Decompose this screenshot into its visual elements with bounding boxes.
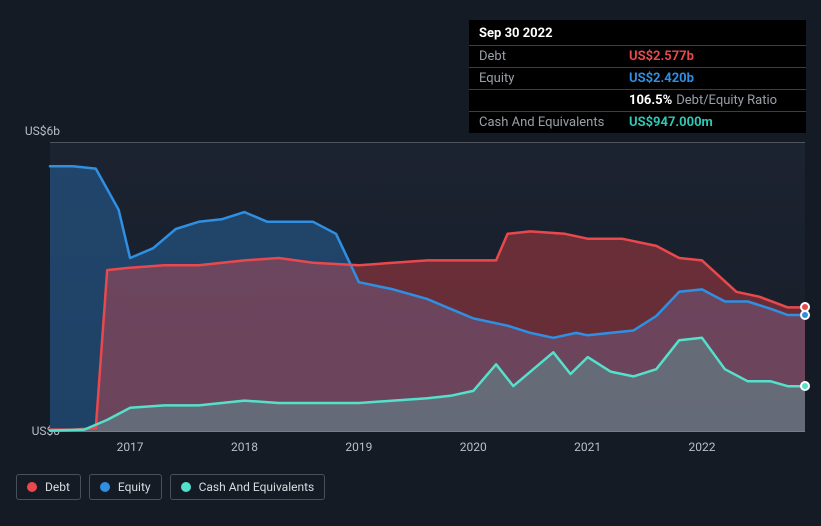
xaxis-label: 2018: [231, 440, 258, 454]
xaxis-label: 2021: [574, 440, 601, 454]
tooltip-row-equity: Equity US$2.420b: [469, 68, 806, 90]
legend-swatch-cash: [181, 482, 191, 492]
tooltip-debt-label: Debt: [479, 50, 629, 63]
legend-item-equity[interactable]: Equity: [89, 474, 162, 500]
xaxis-label: 2020: [460, 440, 487, 454]
tooltip-ratio-value: 106.5% Debt/Equity Ratio: [629, 94, 777, 107]
chart-svg: [50, 142, 805, 432]
xaxis-label: 2019: [345, 440, 372, 454]
chart-plot-area[interactable]: [50, 142, 805, 432]
legend: Debt Equity Cash And Equivalents: [16, 474, 325, 500]
yaxis-max-label: US$6b: [25, 124, 60, 138]
legend-label-debt: Debt: [45, 480, 70, 494]
tooltip-equity-value: US$2.420b: [629, 72, 694, 85]
chart: US$6b US$0 201720182019202020212022 Debt…: [16, 124, 805, 506]
legend-item-debt[interactable]: Debt: [16, 474, 81, 500]
xaxis-label: 2017: [117, 440, 144, 454]
xaxis: 2017 2018 2019 2020 2021 2022: [50, 440, 805, 460]
tooltip-row-ratio: 106.5% Debt/Equity Ratio: [469, 90, 806, 112]
legend-swatch-debt: [27, 482, 37, 492]
tooltip-equity-label: Equity: [479, 72, 629, 85]
tooltip-ratio-spacer: [479, 94, 629, 107]
tooltip-row-debt: Debt US$2.577b: [469, 46, 806, 68]
tooltip-ratio-label: Debt/Equity Ratio: [676, 93, 777, 108]
legend-label-equity: Equity: [118, 480, 151, 494]
tooltip-date: Sep 30 2022: [469, 20, 806, 46]
chart-tooltip: Sep 30 2022 Debt US$2.577b Equity US$2.4…: [469, 20, 806, 133]
tooltip-ratio-pct: 106.5%: [629, 93, 672, 108]
legend-label-cash: Cash And Equivalents: [199, 480, 315, 494]
end-marker-equity: [800, 310, 810, 320]
xaxis-label: 2022: [689, 440, 716, 454]
end-marker-cash: [800, 381, 810, 391]
legend-swatch-equity: [100, 482, 110, 492]
legend-item-cash[interactable]: Cash And Equivalents: [170, 474, 326, 500]
tooltip-debt-value: US$2.577b: [629, 50, 694, 63]
